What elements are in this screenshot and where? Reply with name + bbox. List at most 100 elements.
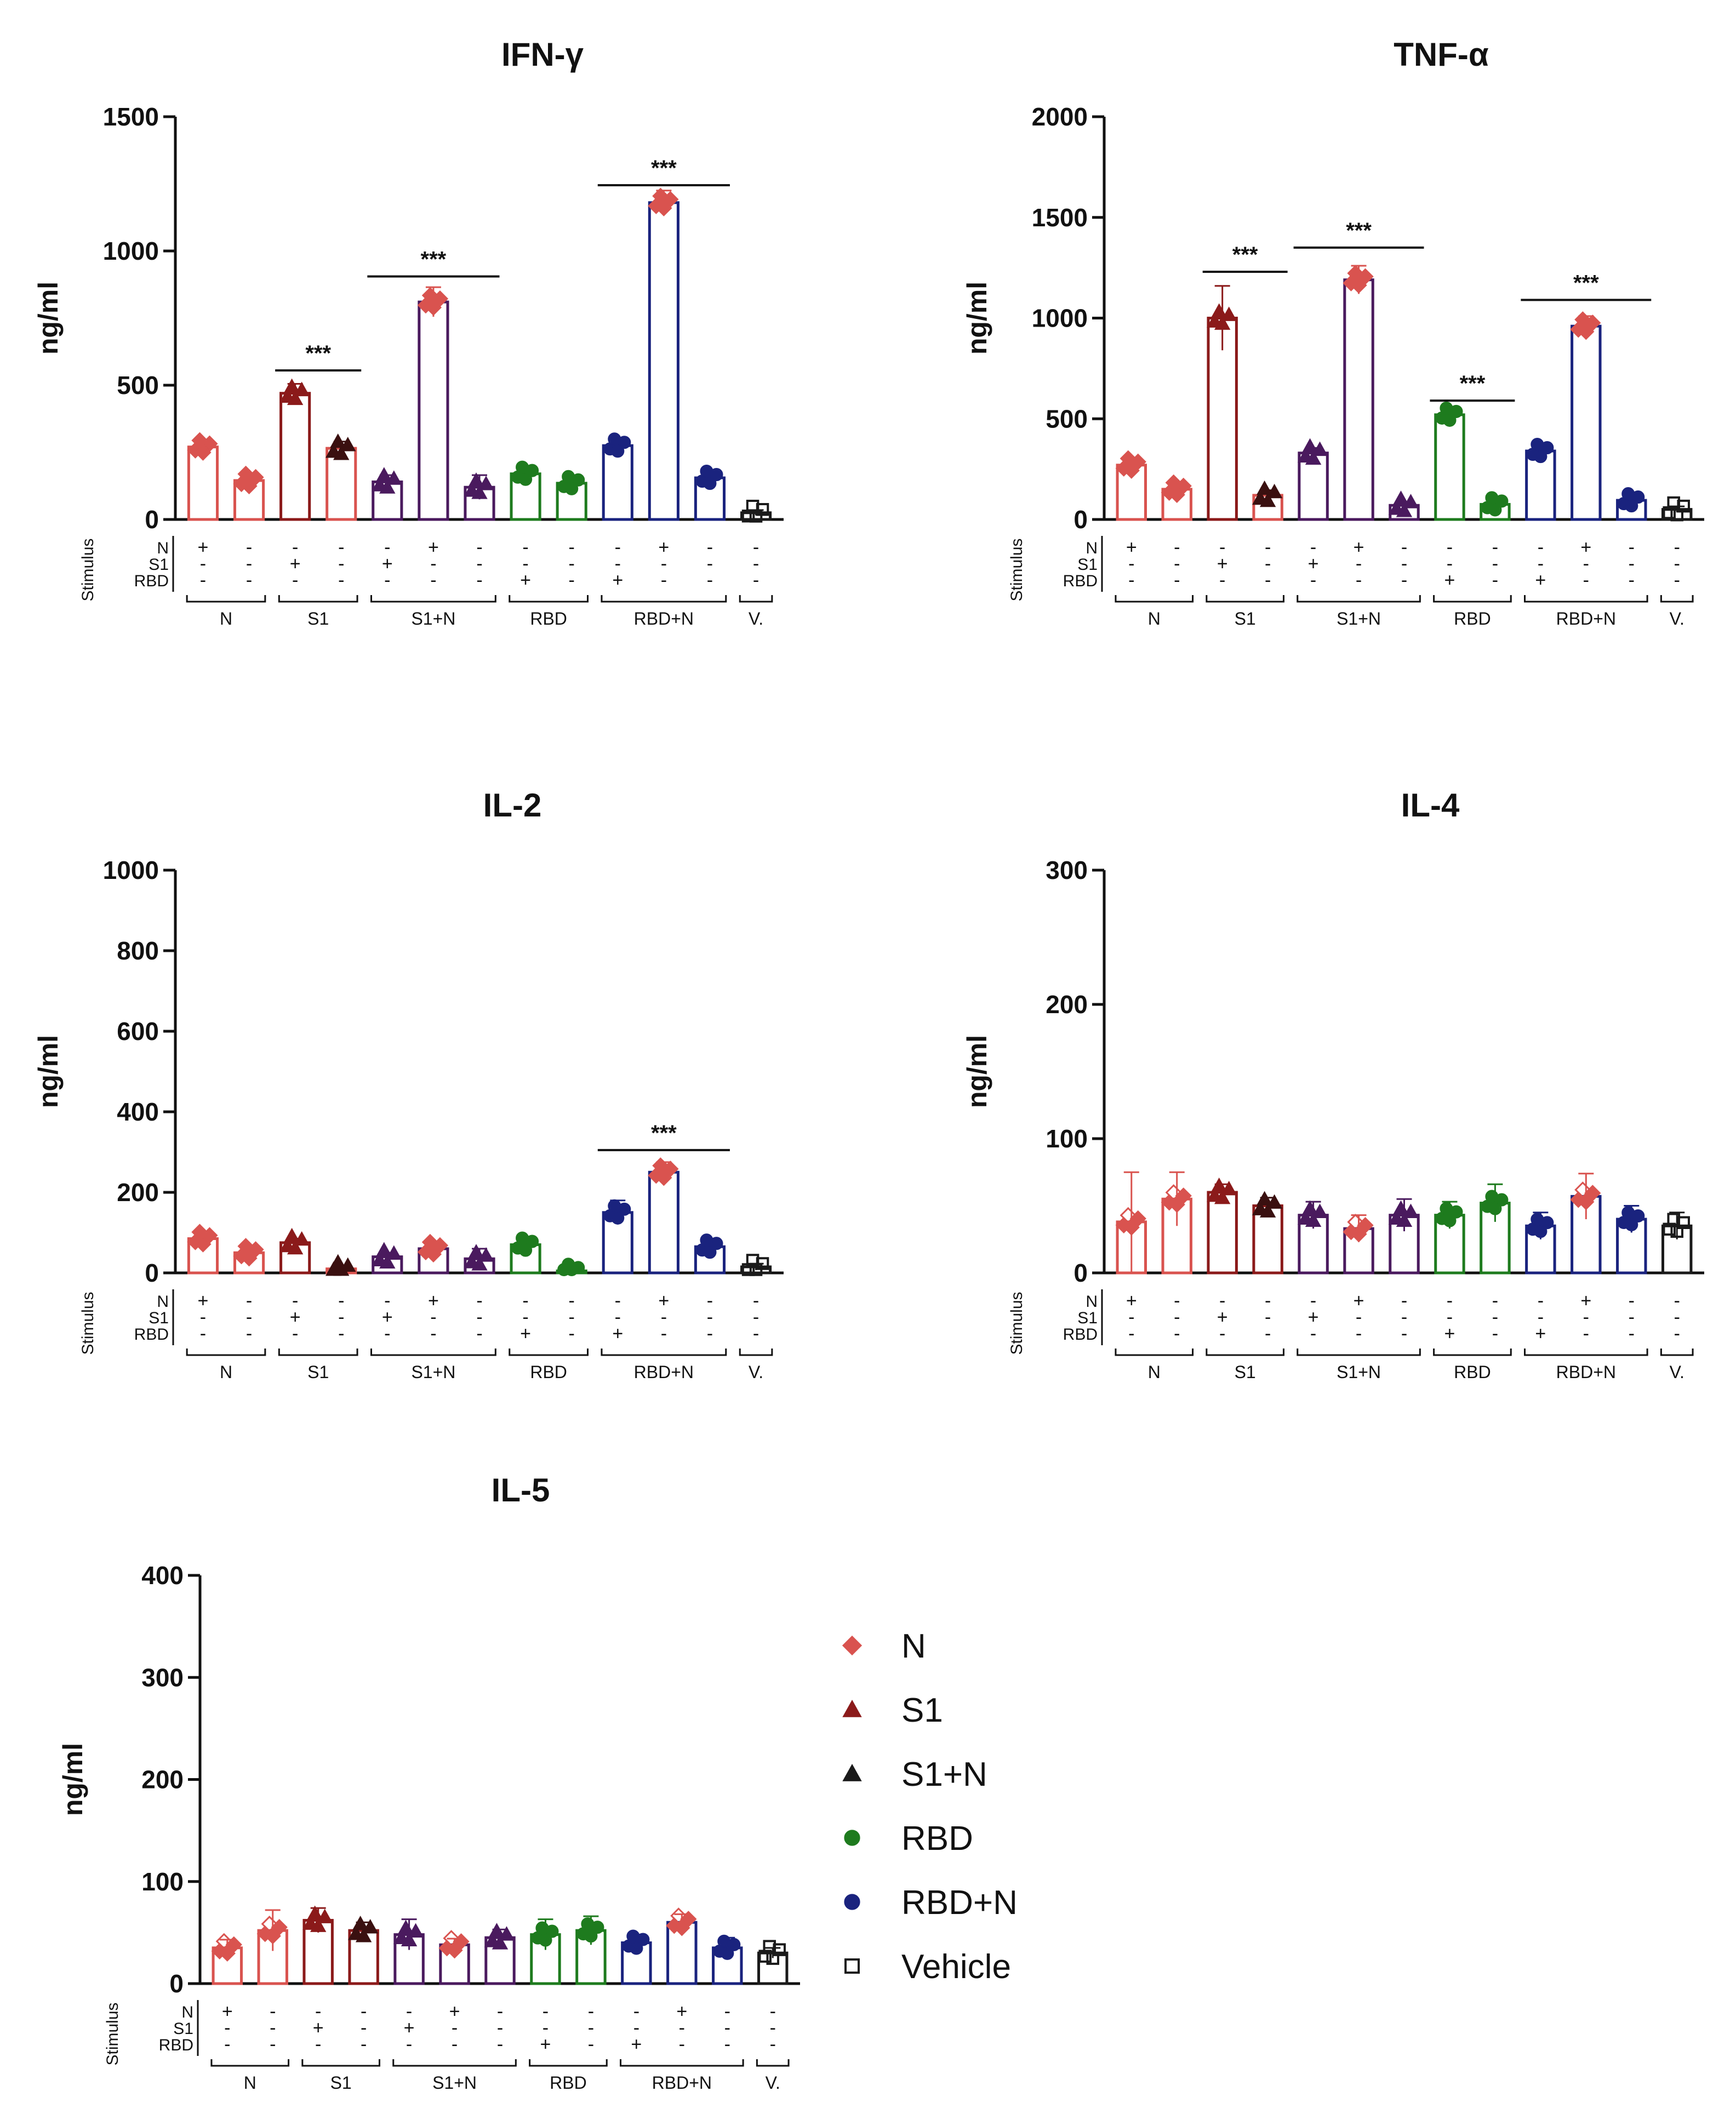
stim-sign: - <box>753 553 759 574</box>
data-point <box>241 1250 258 1267</box>
stimulus-label: Stimulus <box>104 2002 122 2065</box>
data-point <box>700 1233 713 1247</box>
stim-sign: - <box>724 2034 730 2055</box>
stim-sign: - <box>1629 537 1635 558</box>
stim-sign: + <box>658 1290 669 1311</box>
y-axis-label: ng/ml <box>58 1743 88 1816</box>
group-label: RBD+N <box>634 609 694 629</box>
chart-title: IL-5 <box>492 1472 550 1509</box>
group-bracket <box>1206 595 1284 603</box>
stim-sign: - <box>1583 1323 1589 1344</box>
data-point <box>1214 1189 1231 1204</box>
stim-sign: - <box>476 1290 482 1311</box>
data-point <box>1621 1205 1635 1220</box>
data-point <box>1578 1193 1595 1210</box>
stim-sign: + <box>1580 1290 1591 1311</box>
stim-sign: - <box>1674 570 1680 591</box>
stimulus-label: Stimulus <box>79 538 97 601</box>
stim-sign: - <box>707 537 713 558</box>
stim-sign: - <box>452 2034 458 2055</box>
chart-title: IL-4 <box>1401 787 1460 824</box>
data-point <box>1443 1214 1457 1227</box>
stim-sign: - <box>430 1307 436 1328</box>
stim-sign: - <box>338 1290 344 1311</box>
stim-row-label: N <box>181 2003 193 2021</box>
stim-sign: - <box>1492 570 1498 591</box>
data-point <box>330 1254 346 1269</box>
data-point <box>1574 1181 1591 1198</box>
group-label: N <box>244 2073 256 2093</box>
data-point <box>608 1199 621 1213</box>
data-point <box>611 444 625 458</box>
bar <box>1434 413 1465 521</box>
stim-sign: - <box>200 1323 206 1344</box>
stim-sign: - <box>569 553 575 574</box>
legend-marker <box>842 1635 863 1656</box>
y-tick-label: 200 <box>1046 990 1088 1019</box>
y-tick-label: 400 <box>117 1098 159 1126</box>
data-point <box>1667 496 1680 510</box>
data-point <box>1443 413 1457 427</box>
stim-row-label: S1 <box>1077 556 1098 574</box>
stim-sign: - <box>633 2018 639 2038</box>
stim-sign: - <box>270 2018 276 2038</box>
data-point <box>443 1930 460 1947</box>
stim-sign: - <box>406 2034 412 2055</box>
stim-sign: - <box>707 1307 713 1328</box>
data-point <box>1485 491 1499 505</box>
group-label: S1+N <box>411 1362 455 1382</box>
stim-sign: - <box>1629 570 1635 591</box>
stim-sign: - <box>497 2001 503 2022</box>
stim-sign: - <box>476 537 482 558</box>
stim-sign: - <box>476 570 482 591</box>
data-point <box>1392 490 1409 505</box>
stim-sign: - <box>615 1290 621 1311</box>
group-bracket <box>1660 1349 1694 1356</box>
stim-sign: - <box>522 1290 528 1311</box>
stim-sign: - <box>569 1290 575 1311</box>
data-point <box>310 1917 327 1932</box>
stim-sign: + <box>222 2001 233 2022</box>
y-axis-label: ng/ml <box>33 1035 64 1108</box>
stim-sign: - <box>1629 1323 1635 1344</box>
data-point <box>562 470 575 483</box>
stim-sign: - <box>1538 1307 1544 1328</box>
y-tick-label: 100 <box>141 1867 184 1896</box>
stim-sign: + <box>449 2001 460 2022</box>
bar <box>279 392 311 521</box>
stim-sign: - <box>633 2001 639 2022</box>
legend: N S1 S1+N RBD RBD+N Vehicle <box>842 1627 1018 1986</box>
stim-sign: - <box>315 2001 321 2022</box>
stim-sign: - <box>679 2034 685 2055</box>
data-point <box>1256 1191 1273 1205</box>
stim-sign: + <box>520 570 531 591</box>
group-bracket <box>1297 1349 1421 1356</box>
stim-sign: - <box>1401 570 1407 591</box>
group-label: RBD <box>530 1362 567 1382</box>
y-tick-label: 1500 <box>1032 203 1088 232</box>
stim-row-label: N <box>157 1293 169 1311</box>
group-bracket <box>529 2059 608 2067</box>
group-label: S1+N <box>432 2073 477 2093</box>
data-point <box>261 1916 278 1933</box>
stim-sign: - <box>1629 553 1635 574</box>
stim-sign: - <box>200 553 206 574</box>
group-bracket <box>392 2059 517 2067</box>
group-bracket <box>186 595 266 603</box>
stim-sign: - <box>1174 1290 1180 1311</box>
y-tick-label: 500 <box>117 371 159 399</box>
y-tick-label: 800 <box>117 936 159 965</box>
stim-sign: - <box>707 570 713 591</box>
data-point <box>355 1928 372 1942</box>
stim-sign: - <box>246 553 252 574</box>
data-point <box>1621 487 1635 501</box>
stim-row-label: N <box>1086 539 1098 557</box>
stim-sign: - <box>569 570 575 591</box>
group-bracket <box>756 2059 790 2067</box>
bar <box>648 1170 679 1275</box>
data-point <box>763 1940 776 1953</box>
legend-marker <box>842 1763 862 1781</box>
data-point <box>1670 1225 1683 1238</box>
chart-title: TNF-α <box>1394 36 1489 73</box>
